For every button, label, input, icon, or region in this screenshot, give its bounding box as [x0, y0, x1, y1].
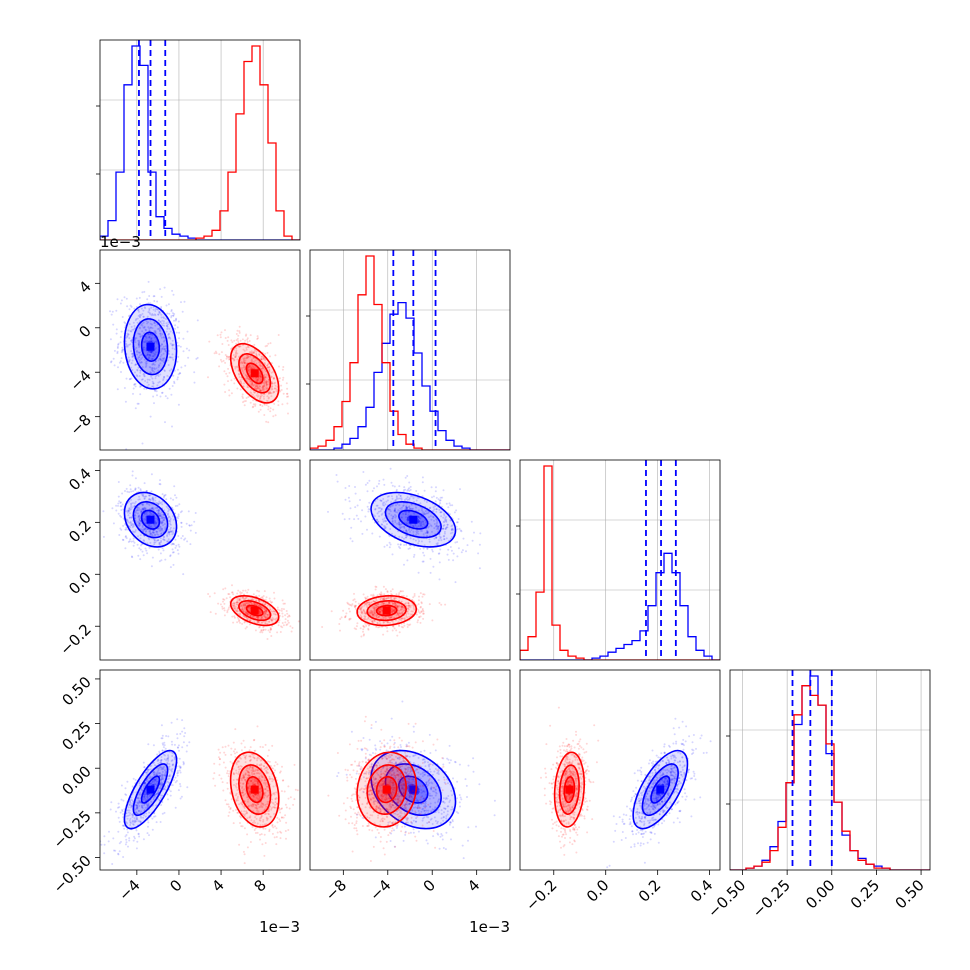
ytick-label-1-1: −4: [66, 366, 94, 394]
xtick-label-3-3: 0.25: [847, 876, 883, 912]
blue-peak-3-2: [656, 785, 665, 794]
xtick-label-0-2: 4: [208, 876, 227, 895]
histogram-frame-3: [729, 669, 931, 871]
blue-peak-2-1: [409, 515, 418, 524]
xtick-label-1-1: −4: [366, 876, 394, 904]
ytick-label-3-0: −0.50: [50, 852, 95, 897]
panel-2-1: [309, 459, 511, 661]
red-histogram-0: [100, 45, 300, 240]
histogram-frame-2: [519, 459, 721, 661]
panel-frame-3-2: [519, 669, 721, 871]
red-samples-3-1: [327, 715, 447, 862]
ytick-label-1-0: −8: [66, 411, 94, 439]
panel-frame-1-0: [99, 249, 301, 451]
xtick-label-2-0: −0.2: [522, 876, 560, 914]
red-histogram-2: [520, 465, 720, 660]
blue-histogram-0: [100, 45, 300, 240]
xtick-label-2-2: 0.2: [635, 876, 665, 906]
ytick-label-2-2: 0.2: [65, 516, 95, 546]
histogram-2_2: [516, 459, 721, 661]
red-peak-3-2: [565, 785, 574, 794]
panel-3-0: [99, 669, 301, 871]
ytick-label-3-4: 0.50: [58, 673, 94, 709]
xtick-label-2-1: 0.0: [583, 876, 613, 906]
blue-histogram-2: [520, 552, 720, 660]
blue-histogram-1: [310, 301, 510, 450]
blue-peak-3-1: [409, 785, 418, 794]
ytick-label-1-3: 4: [75, 277, 94, 296]
panel-1-0: [99, 249, 301, 451]
xtick-label-3-1: −0.25: [749, 876, 794, 921]
ytick-label-3-1: −0.25: [50, 807, 95, 852]
xtick-label-1-2: 0: [420, 876, 439, 895]
histogram-1_1: [306, 249, 511, 451]
blue-histogram-3: [730, 675, 930, 870]
x-offset-label-1: 1e−3: [469, 918, 510, 936]
xtick-label-3-4: 0.50: [892, 876, 928, 912]
ytick-label-2-0: −0.2: [56, 620, 94, 658]
panel-2-0: [99, 459, 301, 661]
xtick-label-0-3: 8: [251, 876, 270, 895]
blue-peak-2-0: [146, 515, 155, 524]
histogram-3_3: [726, 669, 931, 871]
panel-frame-2-1: [309, 459, 511, 661]
xtick-label-1-0: −8: [322, 876, 350, 904]
y-offset-label-1: 1e−3: [100, 233, 141, 251]
xtick-label-3-2: 0.00: [802, 876, 838, 912]
histogram-frame-0: [99, 39, 301, 241]
ytick-label-3-2: 0.00: [58, 762, 94, 798]
blue-peak-1-0: [146, 342, 155, 351]
ytick-label-1-2: 0: [75, 322, 94, 341]
red-peak-1-0: [250, 369, 259, 378]
red-histogram-1: [310, 255, 510, 450]
panel-3-2: [519, 669, 721, 871]
xtick-label-0-0: −4: [115, 876, 143, 904]
red-peak-2-1: [382, 606, 391, 615]
panel-frame-3-0: [99, 669, 301, 871]
ytick-label-3-3: 0.25: [58, 718, 94, 754]
panel-frame-2-0: [99, 459, 301, 661]
ytick-label-2-1: 0.0: [65, 568, 95, 598]
xtick-label-0-1: 0: [166, 876, 185, 895]
panel-3-1: [309, 669, 511, 871]
red-histogram-3: [730, 685, 930, 870]
red-peak-3-0: [250, 785, 259, 794]
blue-peak-3-0: [146, 785, 155, 794]
red-peak-3-1: [382, 785, 391, 794]
histogram-0_0: [96, 39, 301, 241]
red-peak-2-0: [250, 606, 259, 615]
x-offset-label-0: 1e−3: [259, 918, 300, 936]
panel-frame-3-1: [309, 669, 511, 871]
histogram-frame-1: [309, 249, 511, 451]
xtick-label-3-0: −0.50: [704, 876, 749, 921]
xtick-label-1-3: 4: [464, 876, 483, 895]
ytick-label-2-3: 0.4: [65, 464, 95, 494]
